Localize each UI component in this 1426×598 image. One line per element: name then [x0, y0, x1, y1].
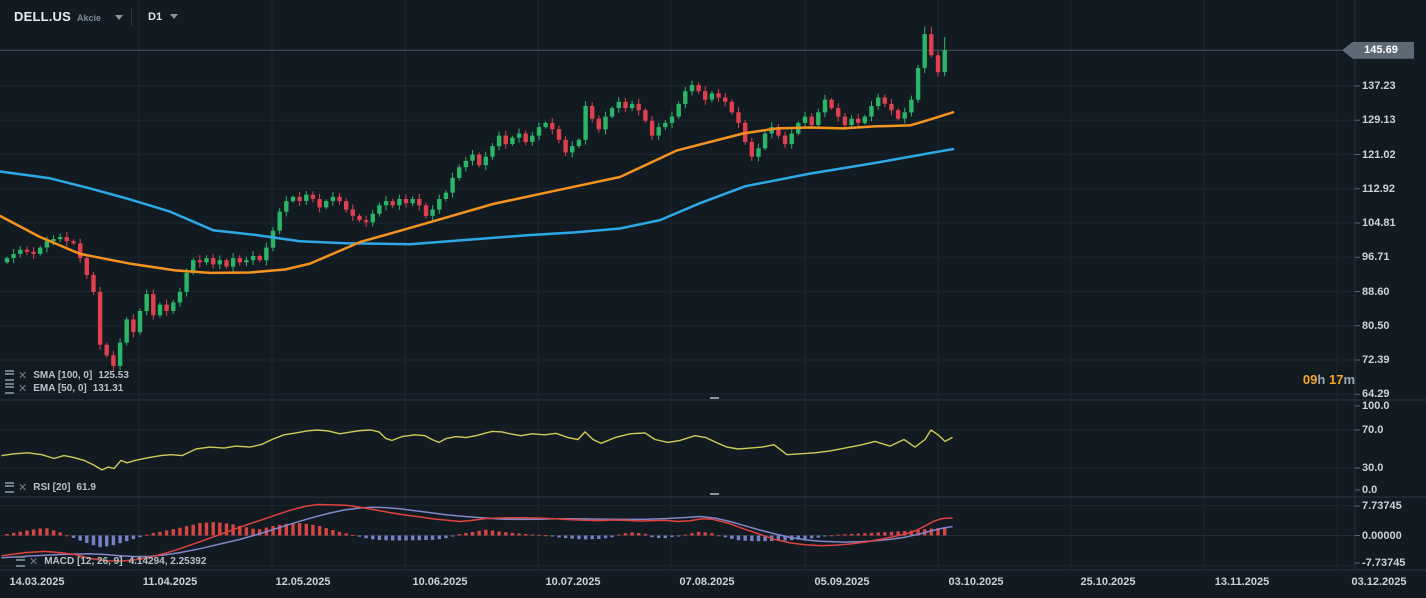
remove-indicator-icon[interactable]: ✕	[29, 555, 39, 568]
sma-legend-row: ✕ SMA [100, 0] 125.53	[5, 370, 129, 381]
macd-value: 4.14294, 2.25392	[128, 556, 207, 567]
candle-countdown: 09h 17m	[1155, 372, 1355, 387]
rsi-legend-row: ✕ RSI [20] 61.9	[5, 482, 96, 493]
header-divider	[131, 8, 132, 26]
price-tick-label: 80.50	[1362, 319, 1390, 332]
rsi-tick-label: 100.0	[1362, 400, 1390, 412]
date-tick-label: 13.11.2025	[1214, 576, 1270, 588]
rsi-tick-label: 0.0	[1362, 484, 1378, 496]
remove-indicator-icon[interactable]: ✕	[18, 369, 28, 382]
date-tick-label: 10.07.2025	[545, 576, 601, 588]
date-tick-label: 14.03.2025	[9, 576, 65, 588]
indicator-settings-icon[interactable]	[16, 556, 25, 567]
price-tick-label: 88.60	[1362, 285, 1390, 298]
countdown-minutes: 17	[1328, 372, 1344, 387]
symbol-name: DELL.US	[14, 9, 72, 24]
macd-tick-label: -7.73745	[1362, 557, 1406, 569]
countdown-minutes-unit: m	[1343, 372, 1355, 387]
instrument-type-label: Akcie	[77, 13, 102, 23]
price-tick-label: 112.92	[1362, 182, 1396, 195]
macd-tick-label: 7.73745	[1362, 500, 1402, 512]
macd-label: MACD [12, 26, 9]	[44, 556, 123, 567]
ema-legend-row: ✕ EMA [50, 0] 131.31	[5, 383, 123, 394]
date-tick-label: 12.05.2025	[275, 576, 331, 588]
chevron-down-icon[interactable]	[115, 15, 124, 20]
panel-resize-handle[interactable]	[710, 397, 719, 399]
remove-indicator-icon[interactable]: ✕	[18, 481, 28, 494]
macd-legend-row: ✕ MACD [12, 26, 9] 4.14294, 2.25392	[16, 556, 206, 567]
price-tick-label: 137.23	[1362, 80, 1396, 92]
indicator-settings-icon[interactable]	[5, 482, 14, 493]
countdown-hours-unit: h	[1317, 372, 1326, 387]
date-tick-label: 07.08.2025	[679, 576, 735, 588]
countdown-hours: 09	[1302, 372, 1318, 387]
indicator-settings-icon[interactable]	[5, 383, 14, 394]
ema-label: EMA [50, 0]	[33, 383, 87, 394]
price-tick-label: 104.81	[1362, 217, 1396, 229]
price-tick-label: 121.02	[1362, 148, 1396, 161]
ema-value: 131.31	[92, 383, 124, 394]
price-tick-label: 64.29	[1362, 388, 1390, 401]
date-tick-label: 25.10.2025	[1080, 576, 1136, 588]
rsi-value: 61.9	[76, 482, 96, 493]
date-tick-label: 05.09.2025	[814, 576, 870, 588]
sma-label: SMA [100, 0]	[33, 370, 93, 381]
price-tick-label: 72.39	[1362, 354, 1390, 367]
date-tick-label: 10.06.2025	[412, 576, 468, 588]
price-tick-label: 96.71	[1362, 251, 1390, 264]
rsi-label: RSI [20]	[33, 482, 71, 493]
rsi-tick-label: 70.0	[1362, 424, 1384, 436]
date-tick-label: 03.12.2025	[1351, 576, 1407, 588]
timeframe-label: D1	[148, 11, 163, 23]
remove-indicator-icon[interactable]: ✕	[18, 382, 28, 395]
chevron-down-icon[interactable]	[170, 13, 179, 19]
macd-tick-label: 0.00000	[1362, 529, 1402, 542]
date-tick-label: 03.10.2025	[948, 576, 1004, 588]
rsi-tick-label: 30.0	[1362, 462, 1384, 474]
timeframe-selector[interactable]: D1	[148, 11, 179, 23]
sma-value: 125.53	[98, 370, 129, 381]
indicator-settings-icon[interactable]	[5, 370, 14, 381]
symbol-selector[interactable]: DELL.US Akcie	[14, 9, 124, 24]
price-tick-label: 129.13	[1362, 114, 1396, 127]
panel-resize-handle[interactable]	[710, 493, 719, 495]
last-price-badge: 145.69	[1342, 41, 1414, 59]
date-tick-label: 11.04.2025	[142, 576, 198, 588]
